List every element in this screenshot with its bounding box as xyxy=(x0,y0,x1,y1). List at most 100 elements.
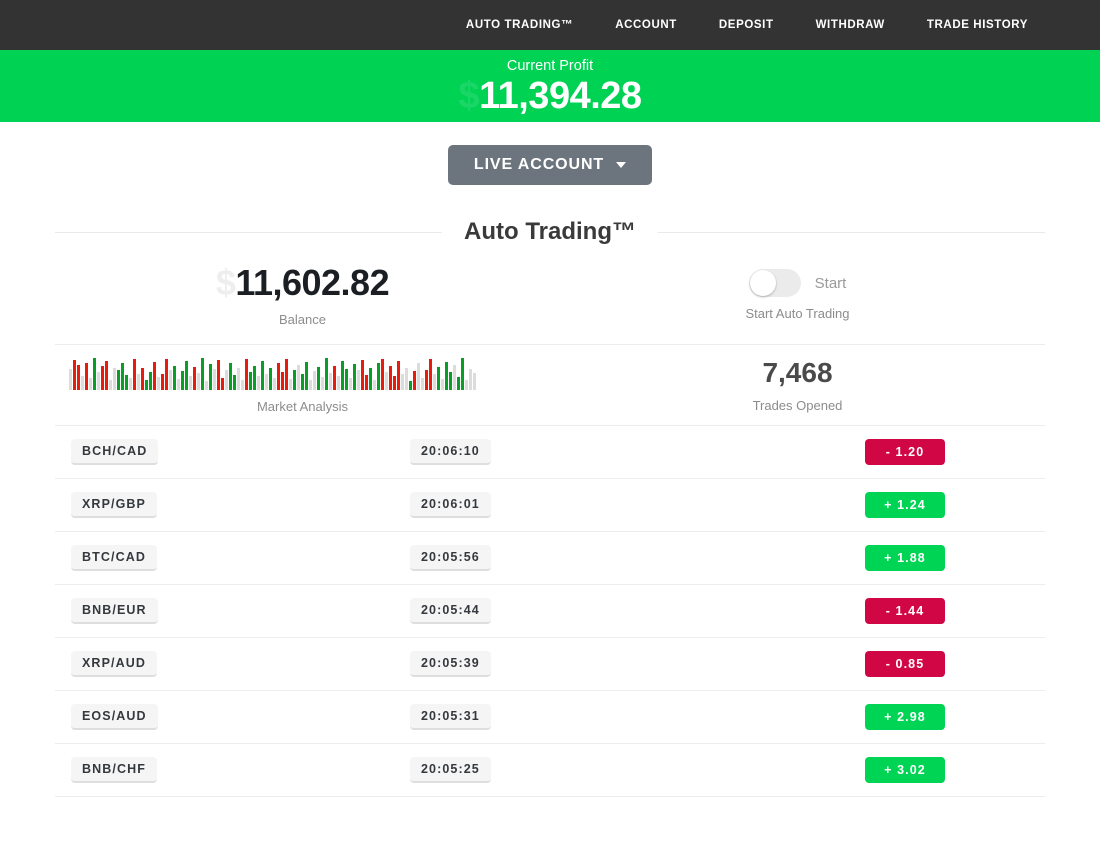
market-bar xyxy=(252,366,256,390)
status-badge: + 2.98 xyxy=(865,704,945,730)
trade-pair: XRP/AUD xyxy=(71,651,157,677)
market-bar xyxy=(152,362,156,390)
market-bar xyxy=(108,380,112,390)
trades-opened-cell: 7,468 Trades Opened xyxy=(550,345,1045,425)
market-bar xyxy=(164,359,168,390)
table-row[interactable]: BCH/CAD 20:06:10 - 1.20 xyxy=(55,426,1045,479)
market-bar xyxy=(308,380,312,390)
market-bar xyxy=(112,368,116,390)
currency-symbol: $ xyxy=(215,262,236,303)
market-bar xyxy=(376,363,380,390)
market-bar xyxy=(372,380,376,390)
market-bar xyxy=(196,373,200,390)
auto-trading-toggle-cell: Start Start Auto Trading xyxy=(550,246,1045,344)
market-bar xyxy=(456,377,460,390)
market-bar xyxy=(256,376,260,390)
current-profit-label: Current Profit xyxy=(506,58,594,74)
status-badge: + 1.88 xyxy=(865,545,945,571)
divider-left xyxy=(55,231,443,233)
market-bar xyxy=(84,363,88,390)
trade-time: 20:05:56 xyxy=(410,545,491,571)
market-bar xyxy=(204,381,208,390)
nav-trade-history[interactable]: TRADE HISTORY xyxy=(926,19,1028,31)
market-bar xyxy=(340,361,344,390)
market-bar xyxy=(396,361,400,390)
trade-time-cell: 20:06:01 xyxy=(410,492,765,518)
market-bar xyxy=(304,362,308,390)
market-analysis-row: Market Analysis 7,468 Trades Opened xyxy=(55,345,1045,426)
market-bar xyxy=(420,378,424,390)
table-row[interactable]: XRP/GBP 20:06:01 + 1.24 xyxy=(55,479,1045,532)
nav-account[interactable]: ACCOUNT xyxy=(615,19,677,31)
trade-result-cell: - 1.20 xyxy=(765,439,1045,465)
market-bar xyxy=(200,358,204,390)
status-badge: - 1.20 xyxy=(865,439,945,465)
market-bar xyxy=(148,372,152,390)
market-bar xyxy=(416,363,420,390)
market-bar xyxy=(104,361,108,390)
nav-deposit[interactable]: DEPOSIT xyxy=(718,19,774,31)
auto-trading-toggle[interactable] xyxy=(748,269,801,297)
market-bar xyxy=(352,364,356,390)
market-bar xyxy=(188,376,192,390)
market-bar xyxy=(404,368,408,390)
page-container: Auto Trading™ $11,602.82 Balance Start S… xyxy=(55,218,1046,797)
trade-pair-cell: XRP/AUD xyxy=(55,651,410,677)
market-bar xyxy=(268,368,272,390)
nav-links: AUTO TRADING™ ACCOUNT DEPOSIT WITHDRAW TRADE… xyxy=(424,19,1028,31)
table-row[interactable]: BNB/CHF 20:05:25 + 3.02 xyxy=(55,744,1045,797)
market-bar xyxy=(208,364,212,390)
balance-amount: 11,602.82 xyxy=(235,262,390,303)
market-bar xyxy=(156,377,160,390)
live-account-dropdown[interactable]: LIVE ACCOUNT xyxy=(447,145,653,185)
market-bar xyxy=(368,368,372,390)
nav-auto-trading[interactable]: AUTO TRADING™ xyxy=(465,19,574,31)
trade-result-cell: - 0.85 xyxy=(765,651,1045,677)
current-profit-value: $11,394.28 xyxy=(458,75,642,117)
market-bar xyxy=(80,376,84,390)
trade-time-cell: 20:05:56 xyxy=(410,545,765,571)
page-title: Auto Trading™ xyxy=(464,218,636,245)
market-bar xyxy=(236,368,240,390)
market-bar xyxy=(332,366,336,390)
market-bar xyxy=(316,367,320,390)
market-analysis-chart xyxy=(68,356,537,390)
market-bar xyxy=(440,379,444,390)
market-bar xyxy=(276,363,280,390)
market-bar xyxy=(412,371,416,390)
market-bar xyxy=(136,374,140,390)
market-bar xyxy=(312,371,316,390)
market-bar xyxy=(356,370,360,390)
market-bar xyxy=(380,359,384,390)
market-bar xyxy=(72,360,76,390)
market-bar xyxy=(288,379,292,390)
market-analysis-cell: Market Analysis xyxy=(55,345,550,425)
nav-withdraw[interactable]: WITHDRAW xyxy=(815,19,885,31)
market-bar xyxy=(248,372,252,390)
status-badge: + 1.24 xyxy=(865,492,945,518)
toggle-line: Start xyxy=(748,269,846,297)
market-bar xyxy=(328,373,332,390)
status-badge: + 3.02 xyxy=(865,757,945,783)
market-bar xyxy=(452,365,456,390)
market-bar xyxy=(320,377,324,390)
trade-time: 20:05:31 xyxy=(410,704,491,730)
market-bar xyxy=(144,380,148,390)
market-bar xyxy=(392,376,396,390)
table-row[interactable]: EOS/AUD 20:05:31 + 2.98 xyxy=(55,691,1045,744)
market-analysis-caption: Market Analysis xyxy=(256,399,349,414)
market-bar xyxy=(280,372,284,390)
trade-time: 20:06:10 xyxy=(410,439,491,465)
trade-pair: EOS/AUD xyxy=(71,704,158,730)
market-bar xyxy=(232,375,236,390)
status-badge: - 0.85 xyxy=(865,651,945,677)
market-bar xyxy=(68,369,72,390)
table-row[interactable]: BTC/CAD 20:05:56 + 1.88 xyxy=(55,532,1045,585)
market-bar xyxy=(348,378,352,390)
table-row[interactable]: BNB/EUR 20:05:44 - 1.44 xyxy=(55,585,1045,638)
table-row[interactable]: XRP/AUD 20:05:39 - 0.85 xyxy=(55,638,1045,691)
trade-result-cell: + 1.88 xyxy=(765,545,1045,571)
trade-pair-cell: EOS/AUD xyxy=(55,704,410,730)
market-bar xyxy=(116,370,120,390)
trade-pair: XRP/GBP xyxy=(71,492,157,518)
